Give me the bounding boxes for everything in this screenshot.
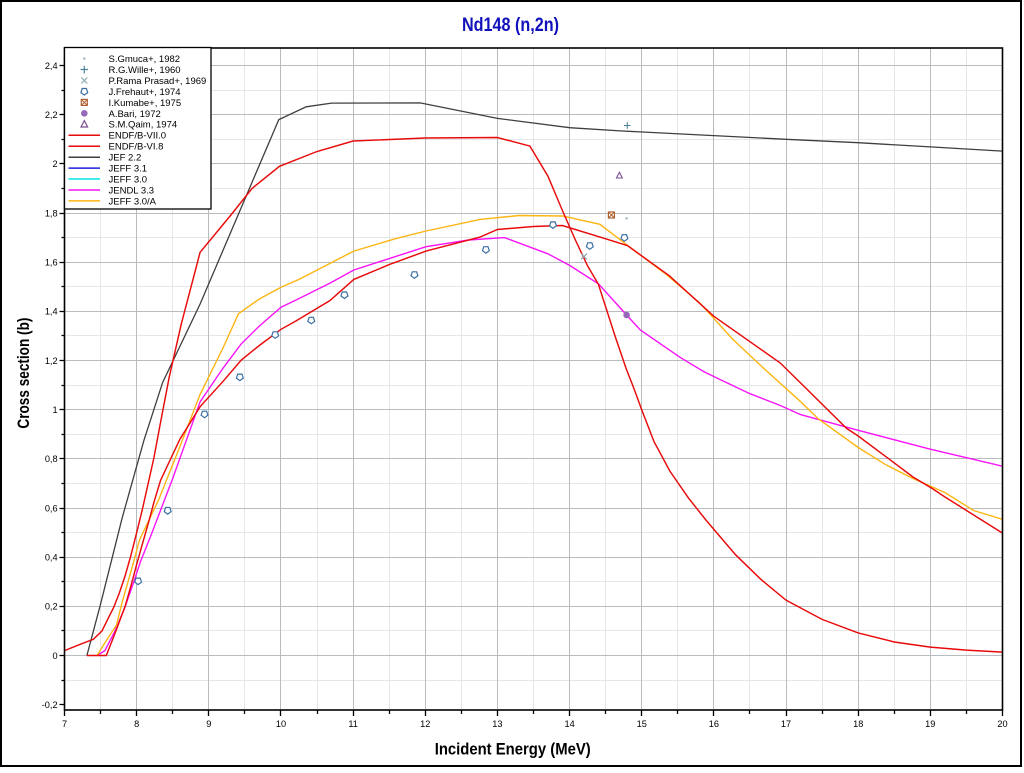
svg-text:19: 19 [925, 719, 935, 729]
svg-text:J.Frehaut+, 1974: J.Frehaut+, 1974 [109, 87, 181, 98]
svg-text:1,8: 1,8 [45, 208, 58, 218]
svg-text:S.Gmuca+, 1982: S.Gmuca+, 1982 [109, 54, 181, 65]
svg-text:9: 9 [206, 719, 211, 729]
svg-text:0: 0 [52, 651, 57, 661]
svg-text:1: 1 [52, 405, 57, 415]
svg-text:JENDL 3.3: JENDL 3.3 [109, 185, 155, 196]
svg-text:0,8: 0,8 [45, 454, 58, 464]
svg-text:S.M.Qaim, 1974: S.M.Qaim, 1974 [109, 120, 178, 131]
svg-text:ENDF/B-VI.8: ENDF/B-VI.8 [109, 142, 164, 153]
svg-text:JEFF 3.0: JEFF 3.0 [109, 174, 148, 185]
svg-text:JEFF 3.0/A: JEFF 3.0/A [109, 196, 157, 207]
svg-text:1,4: 1,4 [45, 307, 58, 317]
svg-text:17: 17 [781, 719, 791, 729]
svg-text:8: 8 [134, 719, 139, 729]
svg-text:20: 20 [997, 719, 1007, 729]
svg-text:14: 14 [564, 719, 574, 729]
svg-text:Cross section (b): Cross section (b) [14, 318, 33, 429]
svg-text:2: 2 [52, 159, 57, 169]
svg-text:16: 16 [709, 719, 719, 729]
svg-text:ENDF/B-VII.0: ENDF/B-VII.0 [109, 131, 167, 142]
svg-text:12: 12 [420, 719, 430, 729]
svg-text:JEFF 3.1: JEFF 3.1 [109, 164, 148, 175]
svg-text:2,4: 2,4 [45, 61, 58, 71]
svg-text:P.Rama Prasad+, 1969: P.Rama Prasad+, 1969 [109, 76, 207, 87]
svg-text:15: 15 [637, 719, 647, 729]
svg-text:R.G.Wille+, 1960: R.G.Wille+, 1960 [109, 65, 181, 76]
svg-text:2,2: 2,2 [45, 110, 58, 120]
svg-text:-0,2: -0,2 [42, 700, 58, 710]
svg-text:Incident Energy (MeV): Incident Energy (MeV) [435, 740, 591, 759]
svg-text:11: 11 [348, 719, 358, 729]
svg-text:7: 7 [62, 719, 67, 729]
svg-text:I.Kumabe+, 1975: I.Kumabe+, 1975 [109, 98, 182, 109]
svg-text:0,6: 0,6 [45, 503, 58, 513]
svg-text:A.Bari, 1972: A.Bari, 1972 [109, 109, 161, 120]
svg-text:1,6: 1,6 [45, 258, 58, 268]
svg-text:JEF 2.2: JEF 2.2 [109, 153, 142, 164]
svg-text:18: 18 [853, 719, 863, 729]
svg-text:Nd148 (n,2n): Nd148 (n,2n) [462, 15, 559, 36]
svg-text:10: 10 [276, 719, 286, 729]
svg-text:1,2: 1,2 [45, 356, 58, 366]
svg-text:13: 13 [492, 719, 502, 729]
svg-text:0,2: 0,2 [45, 602, 58, 612]
svg-text:0,4: 0,4 [45, 553, 58, 563]
